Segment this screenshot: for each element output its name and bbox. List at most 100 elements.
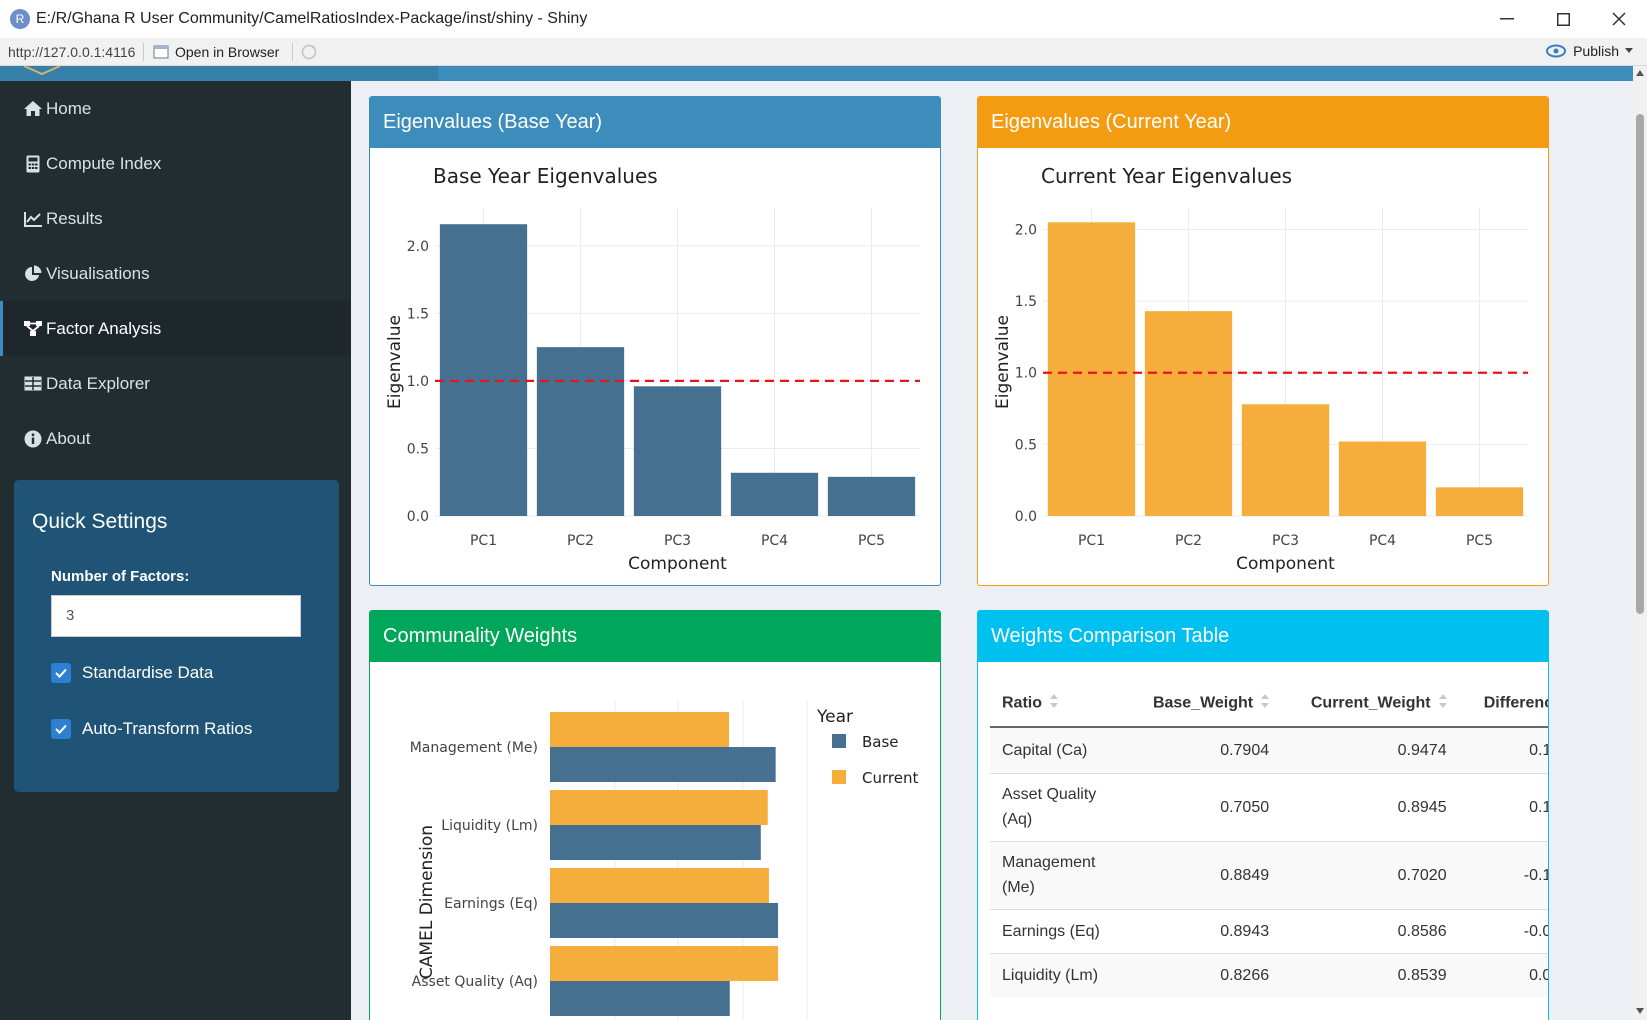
scrollbar-thumb[interactable] xyxy=(1636,114,1644,614)
legend-label-base: Base xyxy=(862,733,899,751)
x-tick-label: PC2 xyxy=(1175,533,1202,549)
bar-pc3 xyxy=(633,386,722,516)
toolbar-divider xyxy=(143,43,144,61)
rstudio-app-icon: R xyxy=(10,9,30,29)
publish-button[interactable]: Publish xyxy=(1545,43,1633,59)
sidebar-item-about[interactable]: About xyxy=(0,411,351,466)
legend-title: Year xyxy=(816,707,853,727)
y-tick-label: 1.5 xyxy=(407,306,429,322)
sidebar-item-label: Visualisations xyxy=(46,263,150,283)
pie-chart-icon xyxy=(22,264,44,284)
eigen-base-box: Eigenvalues (Base Year) 0.0 0.5 1.0 1.5 2.0 P… xyxy=(369,96,941,586)
table-row: Management(Me) 0.8849 0.7020 -0.1829 xyxy=(990,840,1548,909)
cell-current-weight: 0.9474 xyxy=(1281,726,1459,773)
sidebar: Home Compute Index Results Visualisation… xyxy=(0,81,351,1020)
cell-base-weight: 0.7050 xyxy=(1125,772,1282,841)
table-row: Earnings (Eq) 0.8943 0.8586 -0.0357 xyxy=(990,908,1548,953)
x-tick-label: PC3 xyxy=(664,533,691,549)
quick-settings-title: Quick Settings xyxy=(32,510,168,533)
category-label: Management (Me) xyxy=(410,740,538,756)
sidebar-item-visualisations[interactable]: Visualisations xyxy=(0,246,351,301)
line-chart-icon xyxy=(22,209,44,229)
bar-pc2 xyxy=(1144,311,1233,516)
cell-difference: 0.1895 xyxy=(1458,772,1548,841)
legend-label-current: Current xyxy=(862,769,918,787)
standardise-data-checkbox[interactable]: Standardise Data xyxy=(51,663,213,683)
y-tick-label: 0.5 xyxy=(407,441,429,457)
y-tick-label: 1.5 xyxy=(1015,294,1037,310)
sidebar-item-factor-analysis[interactable]: Factor Analysis xyxy=(0,301,351,356)
refresh-icon[interactable] xyxy=(300,43,318,64)
sort-icon xyxy=(1050,694,1058,713)
sidebar-item-home[interactable]: Home xyxy=(0,81,351,136)
calculator-icon xyxy=(22,154,44,174)
sort-icon xyxy=(1261,694,1270,713)
minimize-button[interactable] xyxy=(1479,0,1535,38)
bar-base xyxy=(550,747,776,782)
cell-base-weight: 0.8266 xyxy=(1125,952,1282,997)
cell-difference: -0.0357 xyxy=(1458,908,1548,953)
category-label: Earnings (Eq) xyxy=(444,896,538,912)
bar-current xyxy=(550,790,768,825)
x-tick-label: PC1 xyxy=(470,533,497,549)
column-header-ratio[interactable]: Ratio xyxy=(990,681,1126,728)
url-text[interactable]: http://127.0.0.1:4116 xyxy=(8,44,136,60)
auto-transform-checkbox[interactable]: Auto-Transform Ratios xyxy=(51,719,252,739)
column-header-base-weight[interactable]: Base_Weight xyxy=(1125,681,1282,728)
eigen-current-chart: 0.0 0.5 1.0 1.5 2.0 PC1 PC2 PC3 PC4 PC5 Current Ye… xyxy=(993,164,1528,574)
bar-current xyxy=(550,868,769,903)
number-of-factors-label: Number of Factors: xyxy=(51,568,190,585)
standardise-data-label: Standardise Data xyxy=(82,663,214,682)
eigen-base-chart: 0.0 0.5 1.0 1.5 2.0 PC1 PC2 PC3 PC4 PC5 Base Year … xyxy=(385,164,920,574)
bar-base xyxy=(550,903,779,938)
cell-current-weight: 0.8539 xyxy=(1281,952,1459,997)
table-row: Capital (Ca) 0.7904 0.9474 0.1570 xyxy=(990,726,1548,773)
sidebar-item-compute-index[interactable]: Compute Index xyxy=(0,136,351,191)
eigen-current-box: Eigenvalues (Current Year) 0.0 0.5 1.0 1.5 2… xyxy=(977,96,1549,586)
scroll-down-icon[interactable] xyxy=(1636,1008,1644,1014)
x-tick-label: PC5 xyxy=(858,533,885,549)
close-button[interactable] xyxy=(1591,0,1647,38)
category-label: Liquidity (Lm) xyxy=(441,818,538,834)
cell-base-weight: 0.8943 xyxy=(1125,908,1282,953)
legend-swatch-current xyxy=(832,770,846,784)
number-of-factors-input[interactable]: 3 xyxy=(51,595,301,637)
maximize-button[interactable] xyxy=(1535,0,1591,38)
viewer-toolbar: http://127.0.0.1:4116 Open in Browser Pu… xyxy=(0,38,1647,66)
communality-box: Communality Weights Management (Me) Liqui… xyxy=(369,610,941,1020)
x-axis-label: Component xyxy=(1236,554,1335,574)
cell-ratio: Management (Me) xyxy=(990,840,1126,909)
y-tick-label: 1.0 xyxy=(1015,366,1037,382)
open-in-browser-label: Open in Browser xyxy=(175,44,280,60)
cell-difference: -0.1829 xyxy=(1458,840,1548,909)
communality-chart: Management (Me) Liquidity (Lm) Earnings (E… xyxy=(410,700,918,1020)
sidebar-item-results[interactable]: Results xyxy=(0,191,351,246)
app-header xyxy=(0,66,1633,81)
sidebar-item-data-explorer[interactable]: Data Explorer xyxy=(0,356,351,411)
y-axis-label: Eigenvalue xyxy=(385,315,405,409)
chart-title: Current Year Eigenvalues xyxy=(1041,164,1292,188)
bar-pc4 xyxy=(1338,441,1427,516)
cell-current-weight: 0.8586 xyxy=(1281,908,1459,953)
auto-transform-label: Auto-Transform Ratios xyxy=(82,719,253,738)
window-titlebar: R E:/R/Ghana R User Community/CamelRatio… xyxy=(0,0,1647,38)
page-scrollbar[interactable] xyxy=(1633,66,1647,1020)
open-in-browser-button[interactable]: Open in Browser xyxy=(153,42,279,62)
sidebar-item-label: Results xyxy=(46,208,103,228)
checkbox-checked-icon[interactable] xyxy=(51,663,71,683)
eigen-current-title: Eigenvalues (Current Year) xyxy=(978,97,1548,148)
cell-difference: 0.0273 xyxy=(1458,952,1548,997)
bar-pc1 xyxy=(439,224,528,517)
column-header-difference[interactable]: Difference xyxy=(1458,681,1548,728)
cell-ratio: Earnings (Eq) xyxy=(990,908,1126,953)
publish-label: Publish xyxy=(1573,43,1619,59)
scroll-up-icon[interactable] xyxy=(1636,70,1644,76)
weights-table-box: Weights Comparison Table Ratio Base_Weig… xyxy=(977,610,1549,1020)
x-tick-label: PC3 xyxy=(1272,533,1299,549)
browser-window-icon xyxy=(153,45,169,59)
cell-ratio: Liquidity (Lm) xyxy=(990,952,1126,997)
checkbox-checked-icon[interactable] xyxy=(51,719,71,739)
cell-base-weight: 0.8849 xyxy=(1125,840,1282,909)
column-header-current-weight[interactable]: Current_Weight xyxy=(1281,681,1459,728)
table-icon xyxy=(22,374,44,394)
